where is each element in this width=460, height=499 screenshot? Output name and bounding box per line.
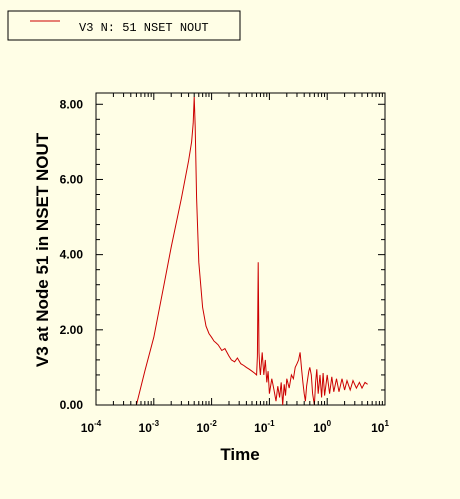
legend-box <box>7 10 241 41</box>
y-axis-title: V3 at Node 51 in NSET NOUT <box>33 132 52 367</box>
series-line <box>135 96 368 406</box>
axis-ticks <box>95 93 386 406</box>
y-tick-labels: 0.00 2.00 4.00 6.00 8.00 <box>60 97 84 412</box>
x-tick-label: 10-2 <box>196 419 217 435</box>
y-tick-label: 0.00 <box>60 398 84 412</box>
x-tick-labels: 10-4 10-3 10-2 10-1 100 101 <box>81 419 390 435</box>
legend-entry: V3 N: 51 NSET NOUT <box>79 21 209 35</box>
y-tick-label: 2.00 <box>60 323 84 337</box>
x-tick-label: 100 <box>313 419 331 435</box>
x-tick-label: 10-1 <box>254 419 275 435</box>
x-tick-label: 101 <box>371 419 389 435</box>
y-tick-label: 8.00 <box>60 97 84 111</box>
legend: V3 N: 51 NSET NOUT <box>7 10 241 41</box>
x-axis-title: Time <box>220 445 259 464</box>
x-tick-label: 10-4 <box>81 419 102 435</box>
y-tick-label: 4.00 <box>60 248 84 262</box>
plot-frame <box>95 92 386 406</box>
x-tick-label: 10-3 <box>139 419 160 435</box>
y-tick-label: 6.00 <box>60 172 84 186</box>
